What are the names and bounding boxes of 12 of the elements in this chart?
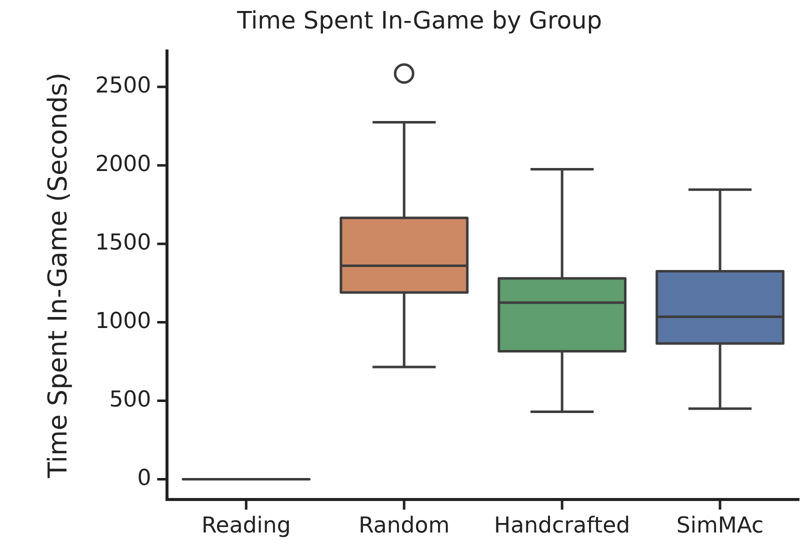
y-tick-label: 1500 xyxy=(95,230,152,256)
y-tick-label: 2000 xyxy=(95,152,152,178)
y-tick-label: 500 xyxy=(109,387,152,412)
x-tick-label: SimMAc xyxy=(676,514,764,539)
y-tick-label: 0 xyxy=(137,466,152,491)
x-tick-label: Reading xyxy=(202,514,291,539)
y-tick-label: 2500 xyxy=(95,74,152,99)
chart-title: Time Spent In-Game by Group xyxy=(236,6,602,35)
x-tick-label: Random xyxy=(358,514,450,539)
y-tick-label: 1000 xyxy=(95,308,152,334)
x-tick-label: Handcrafted xyxy=(494,514,630,539)
y-axis-title: Time Spent In-Game (Seconds) xyxy=(43,72,74,479)
